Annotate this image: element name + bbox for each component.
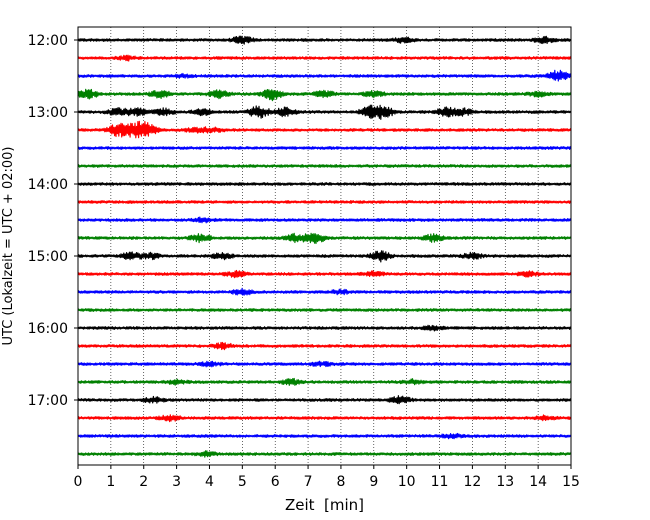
- trace-1230: [77, 69, 572, 82]
- y-tick-label-2: 14:00: [28, 177, 68, 193]
- trace-1330: [77, 146, 572, 150]
- x-tick-label-11: 11: [431, 474, 449, 490]
- trace-1530: [77, 287, 572, 296]
- x-tick-label-13: 13: [496, 474, 514, 490]
- y-axis-label: UTC (Lokalzeit = UTC + 02:00): [1, 147, 16, 346]
- x-axis-label: Zeit [min]: [285, 496, 364, 514]
- trace-group: [77, 35, 572, 458]
- trace-1745: [77, 450, 572, 458]
- trace-1645: [77, 377, 572, 386]
- trace-1315: [77, 120, 572, 139]
- trace-1215: [77, 54, 572, 62]
- trace-1415: [77, 200, 572, 204]
- y-tick-label-1: 13:00: [28, 105, 68, 121]
- vertical-grid: [110, 27, 539, 465]
- trace-1245: [77, 88, 572, 102]
- y-tick-label-3: 15:00: [28, 249, 68, 265]
- x-tick-label-3: 3: [172, 474, 181, 490]
- x-tick-label-15: 15: [562, 474, 580, 490]
- trace-1445: [77, 232, 572, 245]
- y-tick-label-5: 17:00: [28, 393, 68, 409]
- x-tick-label-9: 9: [369, 474, 378, 490]
- x-tick-label-7: 7: [304, 474, 313, 490]
- trace-1515: [77, 269, 572, 279]
- trace-1715: [77, 414, 572, 423]
- x-tick-label-8: 8: [336, 474, 345, 490]
- trace-1700: [77, 395, 572, 405]
- trace-1430: [77, 216, 572, 224]
- x-axis-ticks: 0 1 2 3 4 5 6 7 8 9 10 11 12 13 14 15: [74, 465, 580, 490]
- x-tick-label-4: 4: [205, 474, 214, 490]
- trace-1615: [77, 341, 572, 351]
- x-tick-label-0: 0: [74, 474, 83, 490]
- x-tick-label-14: 14: [529, 474, 547, 490]
- x-tick-label-5: 5: [238, 474, 247, 490]
- y-tick-label-4: 16:00: [28, 321, 68, 337]
- trace-1600: [77, 324, 572, 332]
- x-tick-label-2: 2: [139, 474, 148, 490]
- trace-1545: [77, 308, 572, 312]
- trace-1730: [77, 432, 572, 440]
- x-tick-label-6: 6: [271, 474, 280, 490]
- plot-frame: [77, 26, 572, 466]
- trace-1500: [77, 250, 572, 263]
- trace-1400: [77, 182, 572, 186]
- trace-1200: [77, 35, 572, 45]
- y-tick-label-0: 12:00: [28, 33, 68, 49]
- trace-1345: [77, 164, 572, 168]
- trace-1630: [77, 360, 572, 368]
- trace-1300: [77, 104, 572, 120]
- x-tick-label-10: 10: [398, 474, 416, 490]
- x-tick-label-1: 1: [106, 474, 115, 490]
- y-axis-ticks: 12:00 13:00 14:00 15:00 16:00 17:00: [28, 33, 78, 409]
- x-tick-label-12: 12: [463, 474, 481, 490]
